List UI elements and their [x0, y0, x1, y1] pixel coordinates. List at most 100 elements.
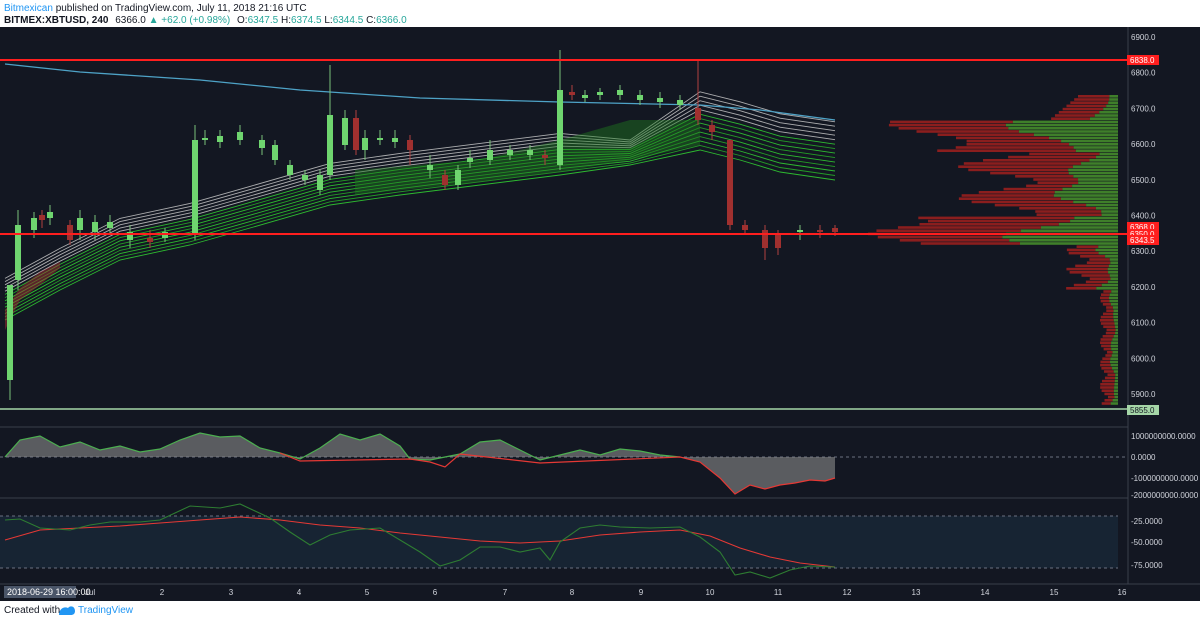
time-cursor-label: 2018-06-29 16:00:00	[7, 587, 91, 597]
volume-profile-bar-buy	[1109, 274, 1118, 277]
candle-body	[487, 150, 493, 160]
time-axis[interactable]: Jul 2 3 4 5 6 7 8 9 10 11 12 13 14 15 16	[85, 588, 1127, 597]
volume-profile-bar-buy	[1109, 95, 1118, 98]
volume-profile-bar-buy	[1054, 191, 1118, 194]
volume-profile-bar-buy	[1109, 98, 1118, 101]
volume-profile-bar-sell	[963, 162, 1082, 165]
low-value: 6344.5	[332, 15, 364, 26]
volume-profile-bar-sell	[1100, 296, 1110, 300]
candle-body	[362, 138, 368, 150]
candle-body	[107, 222, 113, 228]
candle-body	[342, 118, 348, 145]
price-badge-label: 6350.0	[1130, 230, 1155, 239]
volume-profile-bar-buy	[1113, 370, 1118, 373]
candle-body	[39, 215, 45, 220]
candle-body	[127, 232, 133, 240]
time-tick-label: 10	[706, 588, 715, 597]
oscillator-tick-label: -2000000000.0000	[1131, 491, 1199, 500]
volume-profile-bar-sell	[1100, 319, 1114, 322]
volume-profile-bar-buy	[1112, 306, 1118, 309]
volume-profile-bar-buy	[1105, 255, 1118, 258]
volume-profile-bar-buy	[1098, 245, 1118, 248]
volume-profile-bar-buy	[1008, 127, 1118, 130]
volume-profile-bar-buy	[1112, 367, 1118, 370]
volume-profile-bar-sell	[1066, 248, 1096, 252]
volume-profile	[868, 95, 1118, 405]
rsi-band	[0, 516, 1118, 568]
volume-profile-bar-buy	[1109, 258, 1118, 261]
volume-profile-bar-sell	[1100, 386, 1115, 389]
volume-profile-bar-sell	[968, 168, 1069, 172]
volume-profile-bar-buy	[1110, 402, 1118, 405]
volume-profile-bar-sell	[1073, 283, 1102, 287]
time-tick-label: 11	[774, 588, 783, 597]
volume-profile-bar-sell	[1035, 210, 1102, 213]
volume-profile-bar-buy	[1113, 309, 1118, 312]
candle-body	[695, 108, 701, 120]
ribbon-line	[4, 149, 836, 321]
volume-profile-bar-sell	[1102, 357, 1111, 360]
volume-profile-bar-buy	[1040, 226, 1118, 229]
price-tick-label: 6600.0	[1131, 140, 1156, 149]
volume-profile-bar-buy	[1068, 171, 1118, 175]
volume-profile-bar-sell	[920, 242, 1021, 245]
candle-body	[467, 158, 473, 162]
volume-profile-bar-buy	[1111, 347, 1118, 351]
rsi-tick-label: -50.0000	[1131, 538, 1163, 547]
volume-profile-bar-buy	[1101, 213, 1118, 216]
price-tick-label: 5900.0	[1131, 390, 1156, 399]
volume-profile-bar-sell	[1100, 363, 1111, 367]
ribbon-fill-green	[355, 120, 700, 195]
rsi-line	[4, 503, 836, 579]
volume-profile-bar-sell	[897, 226, 1041, 229]
time-tick-label: 15	[1050, 588, 1059, 597]
volume-profile-bar-sell	[1029, 152, 1100, 156]
volume-profile-bar-buy	[1110, 363, 1118, 367]
volume-profile-bar-sell	[1069, 271, 1109, 274]
chart-canvas[interactable]: 6900.0 6800.0 6700.0 6600.0 6500.0 6400.0 6300…	[0, 27, 1200, 601]
volume-profile-bar-buy	[1005, 123, 1118, 127]
volume-profile-bar-buy	[1081, 162, 1118, 165]
volume-profile-bar-buy	[1072, 184, 1118, 188]
price-badge	[1127, 235, 1159, 245]
volume-profile-bar-buy	[1049, 136, 1118, 140]
rsi-axis: -25.0000 -50.0000 -75.0000	[1131, 517, 1163, 570]
price-badge-label: 6838.0	[1130, 56, 1155, 65]
candle-body	[709, 125, 715, 132]
volume-profile-bar-buy	[1073, 200, 1118, 204]
chart-area[interactable]: 6900.0 6800.0 6700.0 6600.0 6500.0 6400.0 6300…	[0, 27, 1200, 601]
time-tick-label: 13	[912, 588, 921, 597]
volume-profile-bar-sell	[966, 143, 1070, 146]
candle-body	[775, 235, 781, 248]
ribbon-line	[4, 104, 836, 289]
volume-profile-bar-buy	[1111, 354, 1118, 357]
candle-body	[192, 140, 198, 235]
volume-profile-bar-sell	[1103, 347, 1112, 351]
price-badge-label: 6368.0	[1130, 223, 1155, 232]
volume-profile-bar-sell	[1100, 322, 1115, 325]
tradingview-brand-link[interactable]: TradingView	[78, 605, 134, 616]
volume-profile-bar-buy	[1095, 207, 1118, 210]
ribbon-fill-red	[5, 262, 60, 330]
volume-profile-bar-buy	[1114, 379, 1118, 383]
volume-profile-bar-sell	[1089, 258, 1110, 261]
candle-body	[202, 138, 208, 140]
ribbon-line	[4, 95, 836, 282]
volume-profile-bar-sell	[1081, 274, 1110, 277]
volume-profile-bar-buy	[1068, 168, 1118, 172]
volume-profile-bar-sell	[1089, 277, 1111, 280]
open-label: O:	[237, 15, 248, 26]
publish-line: Bitmexican published on TradingView.com,…	[4, 3, 307, 14]
volume-profile-bar-buy	[1078, 181, 1118, 184]
author-link[interactable]: Bitmexican	[4, 3, 53, 14]
volume-profile-bar-buy	[1089, 117, 1118, 120]
volume-profile-bar-sell	[994, 203, 1087, 207]
close-label: C:	[366, 15, 377, 26]
candle-body	[77, 218, 83, 230]
time-tick-label: Jul	[85, 588, 95, 597]
volume-profile-bar-sell	[1100, 315, 1114, 319]
volume-profile-bar-buy	[1101, 283, 1118, 287]
volume-profile-bar-sell	[1100, 338, 1113, 341]
volume-profile-bar-buy	[1096, 287, 1118, 290]
price-axis[interactable]: 6900.0 6800.0 6700.0 6600.0 6500.0 6400.0 6300…	[1127, 33, 1159, 415]
